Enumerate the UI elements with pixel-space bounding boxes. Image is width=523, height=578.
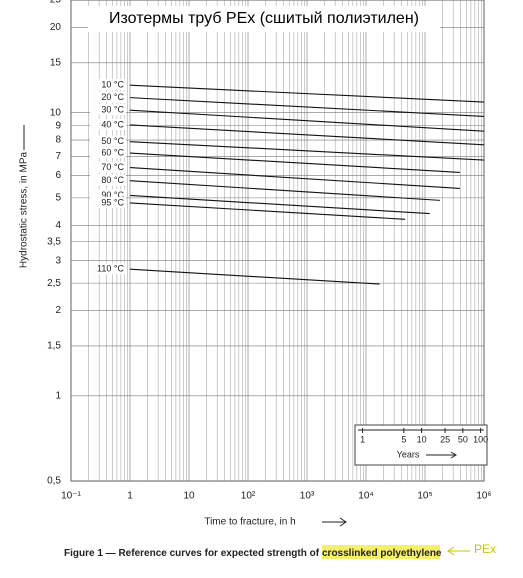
label-bg (90, 118, 126, 130)
isotherm (129, 152, 460, 173)
y-tick-label: 3 (55, 255, 61, 266)
y-tick-label: 15 (50, 57, 62, 68)
label-bg (90, 263, 126, 275)
y-tick-label: 10 (50, 107, 62, 118)
isotherm (129, 202, 406, 220)
series-label: 20 °C (101, 92, 124, 102)
series-label: 80 °C (101, 175, 124, 185)
x-tick-label: 10⁴ (358, 491, 373, 502)
isotherm (129, 84, 485, 103)
x-tick-label: 10 (183, 491, 195, 502)
annotation-arrow (447, 546, 470, 556)
plot-frame (70, 0, 485, 482)
y-tick-label: 5 (55, 193, 61, 204)
x-tick-label: 10⁶ (476, 491, 491, 502)
x-tick-label: 1 (127, 491, 133, 502)
years-arrow (426, 451, 457, 459)
label-bg (90, 196, 126, 208)
series-label: 60 °C (101, 147, 124, 157)
y-tick-label: 25 (50, 0, 62, 6)
label-bg (90, 104, 126, 116)
isotherm (129, 141, 485, 161)
y-tick-label: 7 (55, 151, 61, 162)
y-tick-label: 3,5 (47, 236, 61, 247)
series-label: 95 °C (101, 197, 124, 207)
years-box (354, 424, 488, 466)
isotherm (129, 109, 485, 132)
series-label: 70 °C (101, 162, 124, 172)
y-tick-label: 4 (55, 220, 61, 231)
label-bg (90, 189, 126, 201)
annotation: PEx (474, 542, 496, 556)
series-label: 90 °C (101, 190, 124, 200)
years-tick-label: 10 (417, 434, 427, 444)
label-bg (90, 135, 126, 147)
title-bg (88, 6, 440, 32)
label-bg (90, 147, 126, 159)
y-tick-label: 2 (55, 305, 61, 316)
x-tick-label: 10⁵ (417, 491, 432, 502)
series-label: 40 °C (101, 119, 124, 129)
label-bg (90, 161, 126, 173)
years-tick-label: 100 (473, 434, 488, 444)
isotherm (129, 124, 485, 146)
highlight (322, 545, 440, 559)
isotherm (129, 194, 430, 215)
y-tick-label: 1,5 (47, 341, 61, 352)
y-tick-label: 9 (55, 120, 61, 131)
series-label: 50 °C (101, 136, 124, 146)
y-tick-label: 20 (50, 22, 62, 33)
y-tick-label: 0,5 (47, 476, 61, 487)
series-label: 110 °C (97, 264, 124, 274)
years-tick-label: 1 (360, 434, 365, 444)
isotherm (129, 166, 460, 189)
y-tick-label: 8 (55, 135, 61, 146)
series-label: 10 °C (101, 80, 124, 90)
years-tick-label: 25 (440, 434, 450, 444)
label-bg (90, 174, 126, 186)
x-axis-label: Time to fracture, in h (204, 517, 295, 528)
years-tick-label: 50 (458, 434, 468, 444)
years-label: Years (397, 449, 420, 459)
y-axis-label: Hydrostatic stress, in MPa (19, 151, 30, 268)
caption: Figure 1 — Reference curves for expected… (64, 548, 442, 559)
isotherm (129, 180, 441, 201)
years-tick-label: 5 (401, 434, 406, 444)
x-tick-label: 10⁻¹ (61, 491, 81, 502)
x-arrow (322, 517, 347, 527)
x-tick-label: 10² (241, 491, 256, 502)
isotherm (129, 97, 485, 117)
chart-title: Изотермы труб PEx (сшитый полиэтилен) (109, 10, 419, 27)
label-bg (90, 91, 126, 103)
label-bg (90, 79, 126, 91)
y-tick-label: 2,5 (47, 278, 61, 289)
series-label: 30 °C (101, 105, 124, 115)
x-tick-label: 10³ (300, 491, 315, 502)
y-tick-label: 1 (55, 390, 61, 401)
isotherm (129, 268, 380, 285)
y-tick-label: 6 (55, 170, 61, 181)
